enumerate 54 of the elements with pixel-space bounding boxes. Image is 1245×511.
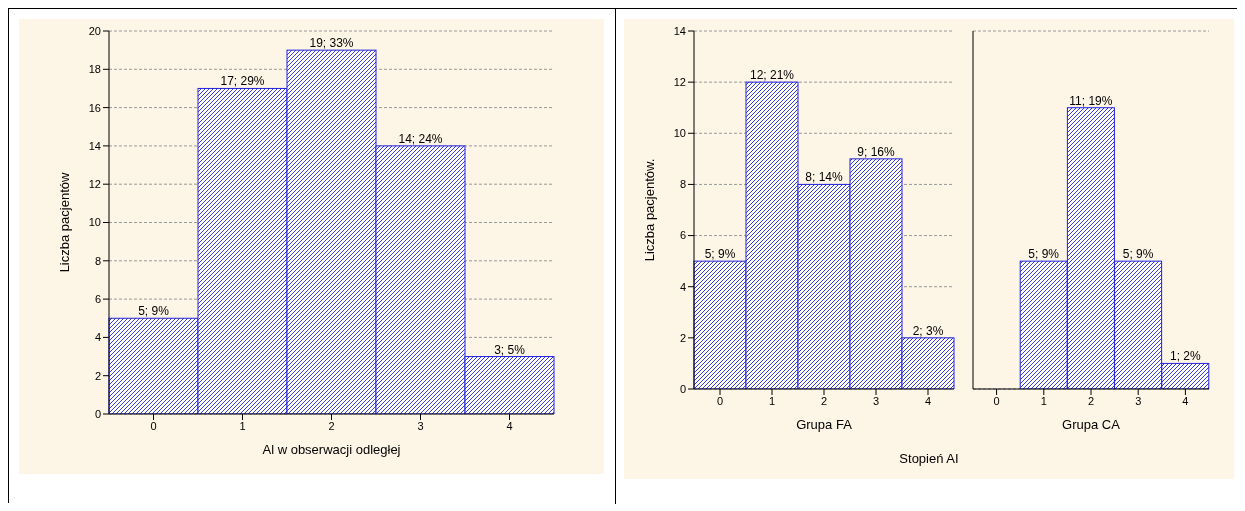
y-tick-label: 20 xyxy=(88,24,101,37)
y-tick-label: 6 xyxy=(94,293,101,306)
y-tick-label: 12 xyxy=(88,178,101,191)
y-tick-label: 16 xyxy=(88,101,101,114)
y-axis-title: Liczba pacjentów xyxy=(56,172,72,273)
data-label: 5; 9% xyxy=(138,304,170,319)
x-tick-label: 0 xyxy=(716,394,724,407)
y-tick-label: 12 xyxy=(673,76,686,89)
y-tick-label: 2 xyxy=(94,369,101,382)
x-axis-title: Al w obserwacji odległej xyxy=(262,442,401,457)
x-tick-label: 3 xyxy=(417,419,424,432)
x-tick-label: 4 xyxy=(506,419,513,432)
y-tick-label: 2 xyxy=(679,331,686,344)
x-tick-label: 1 xyxy=(239,419,246,432)
x-tick-label: 3 xyxy=(872,394,880,407)
data-label: 5; 9% xyxy=(1122,247,1154,262)
y-tick-label: 10 xyxy=(673,127,686,140)
data-label: 2; 3% xyxy=(912,323,944,338)
y-tick-label: 18 xyxy=(88,63,101,76)
data-label: 1; 2% xyxy=(1169,349,1201,364)
data-label: 14; 24% xyxy=(398,131,443,146)
y-tick-label: 10 xyxy=(88,216,101,229)
x-tick-label: 2 xyxy=(1087,394,1095,407)
data-label: 5; 9% xyxy=(704,247,736,262)
x-tick-label: 4 xyxy=(1182,394,1189,407)
x-tick-label: 2 xyxy=(820,394,828,407)
x-tick-label: 2 xyxy=(328,419,335,432)
data-label: 19; 33% xyxy=(309,36,354,51)
x-tick-label: 0 xyxy=(993,394,1000,407)
data-label: 12; 21% xyxy=(749,68,795,83)
x-tick-label: 3 xyxy=(1135,394,1142,407)
data-label: 17; 29% xyxy=(220,74,265,89)
y-tick-label: 4 xyxy=(94,331,101,344)
data-label: 8; 14% xyxy=(805,170,844,185)
y-tick-label: 6 xyxy=(679,229,686,242)
y-tick-label: 14 xyxy=(88,139,101,152)
x-axis-title: Grupa FA xyxy=(796,417,853,432)
data-label: 9; 16% xyxy=(857,144,896,159)
y-tick-label: 4 xyxy=(679,280,686,293)
x-tick-label: 1 xyxy=(768,394,776,407)
x-tick-label: 0 xyxy=(150,419,157,432)
x-axis-title: Grupa CA xyxy=(1062,417,1121,432)
data-label: 3; 5% xyxy=(494,342,526,357)
text: Stopień AI xyxy=(899,451,959,466)
y-tick-label: 0 xyxy=(679,382,686,395)
y-tick-label: 8 xyxy=(679,178,686,191)
x-tick-label: 4 xyxy=(924,394,932,407)
x-tick-label: 1 xyxy=(1040,394,1047,407)
y-axis-title: Liczba pacjentów. xyxy=(641,158,657,262)
y-tick-label: 14 xyxy=(673,24,686,37)
y-tick-label: 8 xyxy=(94,254,101,267)
y-tick-label: 0 xyxy=(94,407,101,420)
data-label: 5; 9% xyxy=(1028,247,1060,262)
data-label: 11; 19% xyxy=(1069,93,1113,108)
